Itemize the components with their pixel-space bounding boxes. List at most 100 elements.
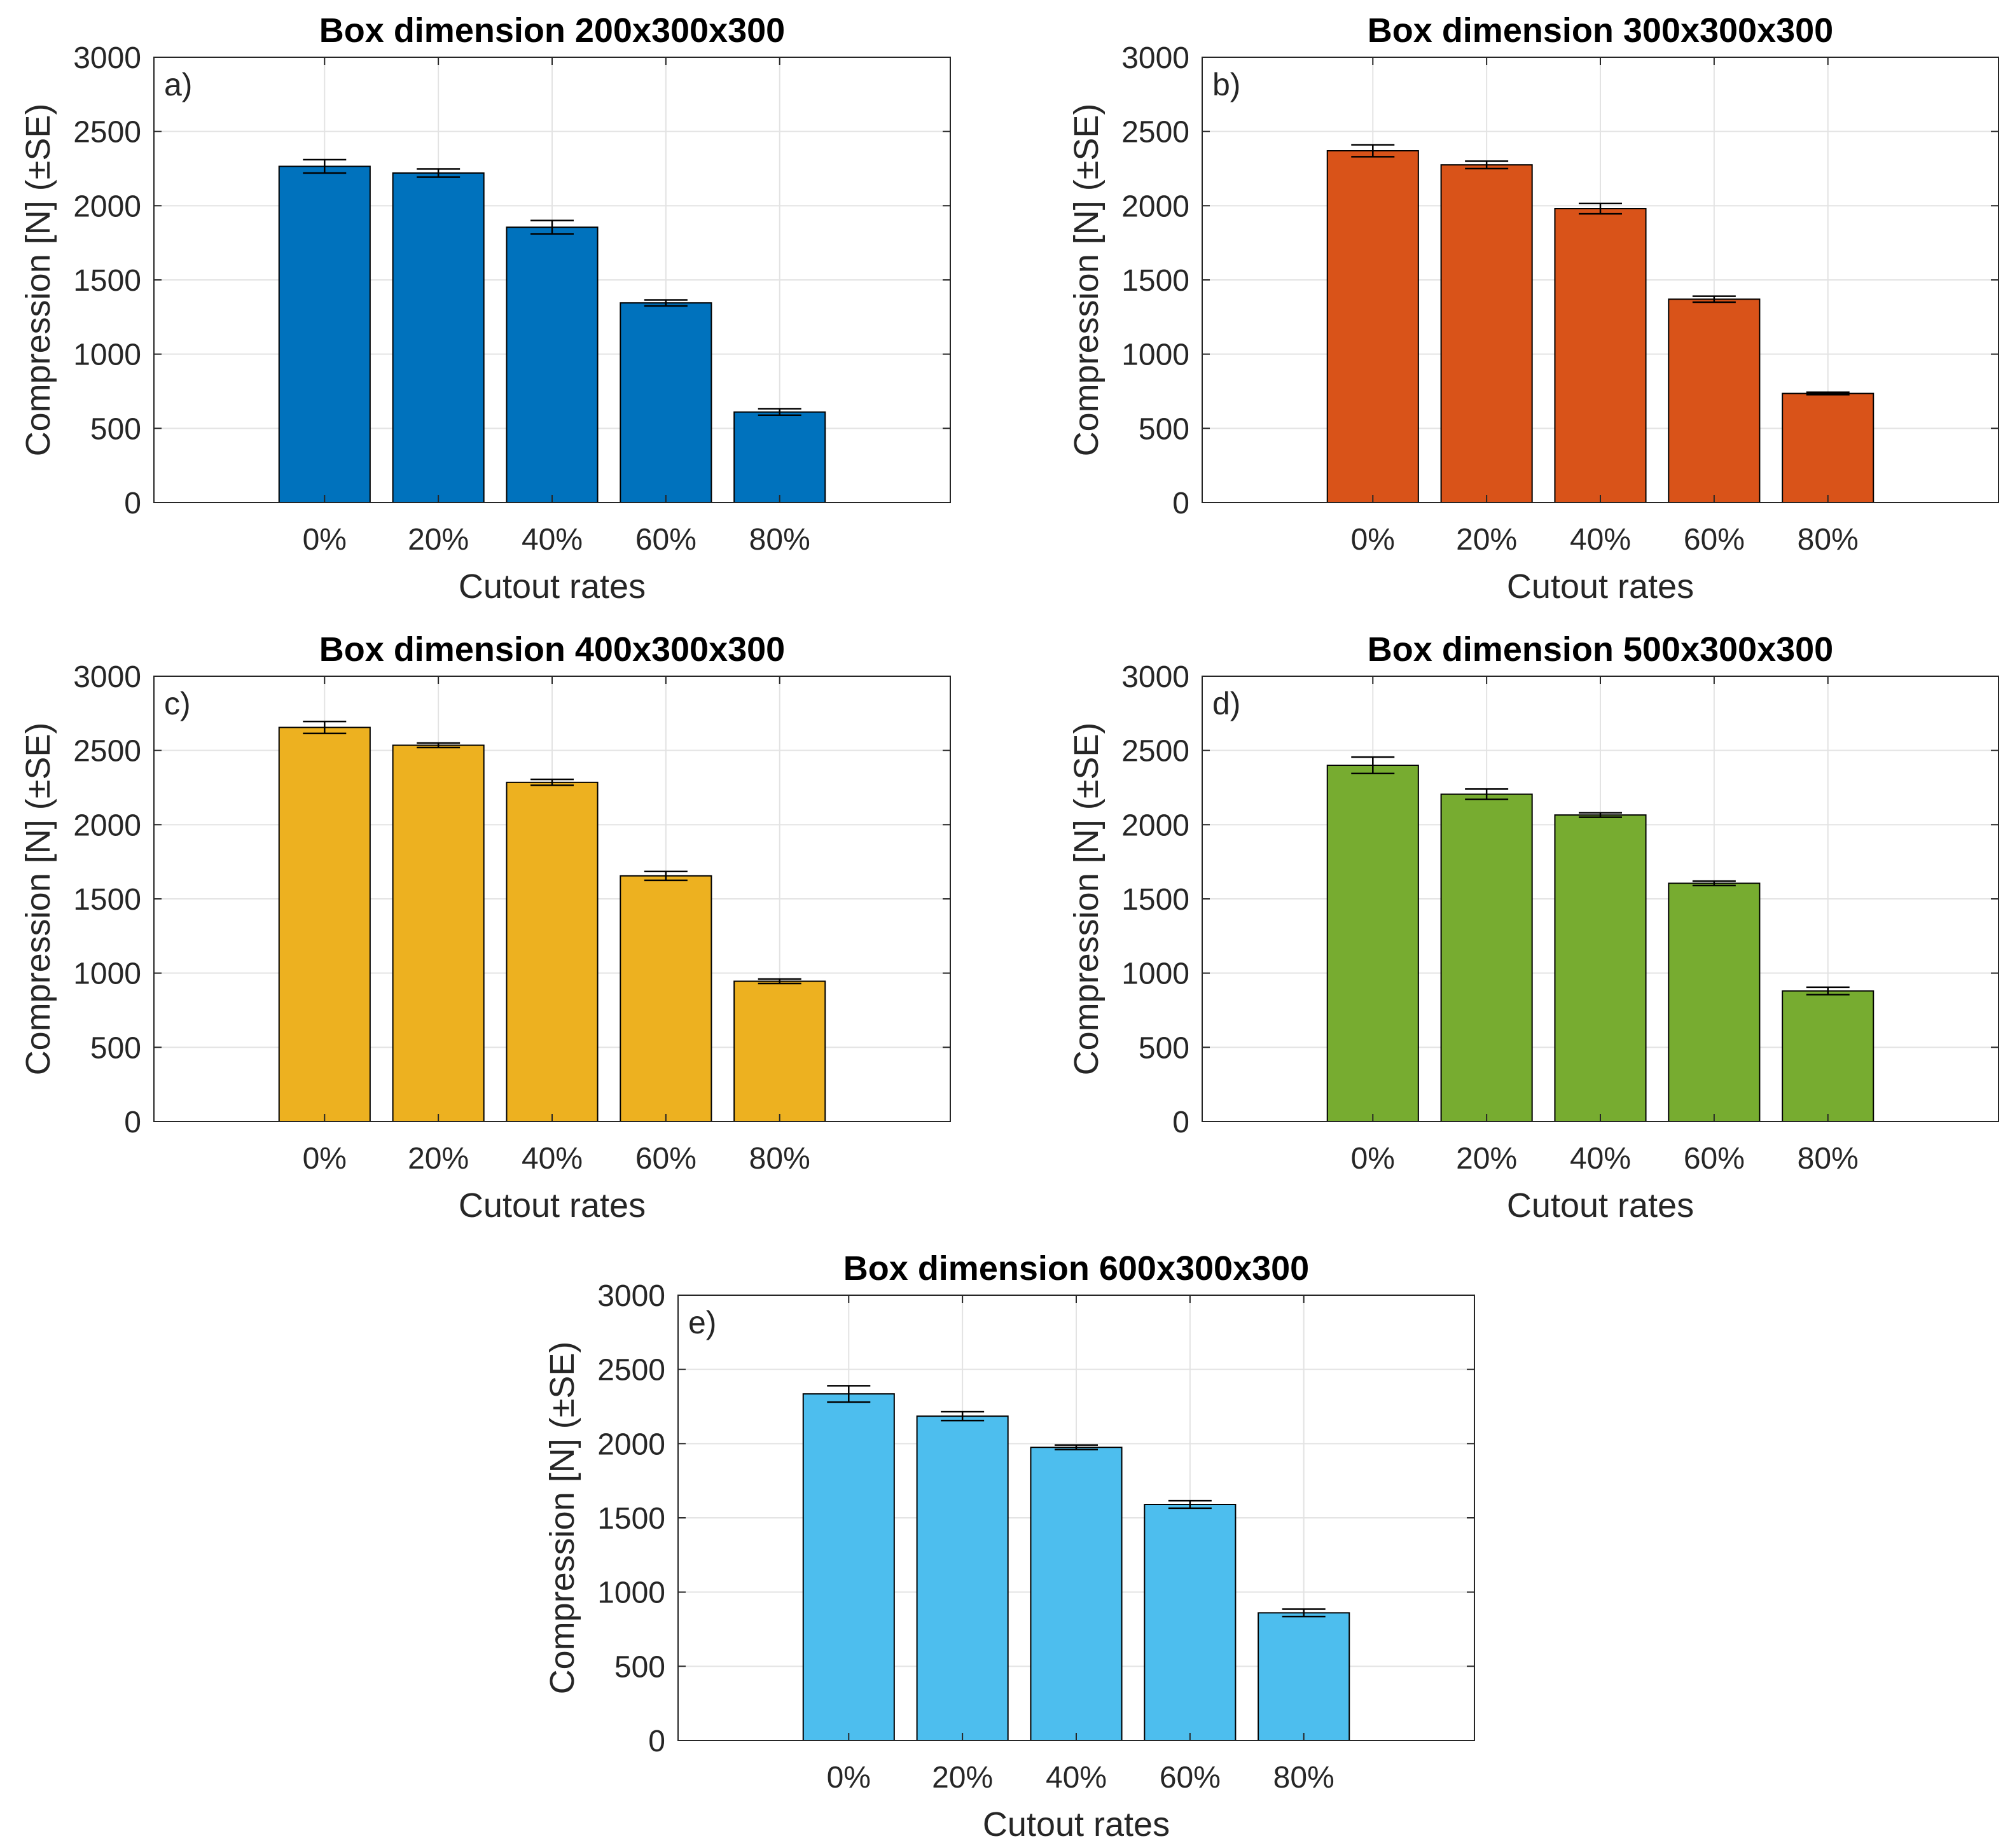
x-tick-label: 20%	[1456, 523, 1517, 557]
y-tick-label: 3000	[1121, 41, 1189, 75]
x-tick-label: 60%	[1684, 1142, 1745, 1176]
y-tick-label: 500	[1139, 412, 1189, 446]
x-axis-label: Cutout rates	[1507, 567, 1694, 606]
y-tick-label: 500	[90, 1031, 141, 1065]
bar-0pct	[278, 165, 371, 503]
y-tick-label: 2000	[1121, 190, 1189, 223]
bar-0pct	[1326, 765, 1419, 1122]
error-bar	[1168, 1499, 1212, 1510]
error-bar	[1465, 788, 1509, 800]
bar-60pct	[1668, 882, 1761, 1122]
y-tick-label: 1500	[1121, 264, 1189, 298]
y-tick-label: 2000	[597, 1428, 665, 1461]
y-tick-label: 1000	[1121, 957, 1189, 991]
y-tick-label: 0	[124, 1106, 141, 1139]
y-tick-label: 0	[648, 1725, 665, 1758]
bar-40pct	[1554, 814, 1647, 1122]
x-tick-label: 20%	[408, 1142, 469, 1176]
chart-panel-4: 0 500 1000 1500 2000 2500 3000 0% 20% 40% 60% 80% Bo…	[1067, 630, 1999, 1225]
error-bar	[303, 158, 347, 174]
bar-60pct	[620, 875, 712, 1123]
panel-label: a)	[164, 67, 192, 102]
x-tick-label: 0%	[303, 1142, 347, 1176]
y-tick-label: 2000	[73, 190, 141, 223]
x-tick-label: 20%	[408, 523, 469, 557]
x-tick-label: 40%	[1046, 1761, 1107, 1795]
bar-0pct	[1326, 150, 1419, 503]
error-bar	[417, 742, 461, 749]
error-bar	[1806, 986, 1850, 996]
bar-40pct	[506, 226, 599, 503]
bar-20pct	[392, 744, 485, 1122]
chart-title: Box dimension 400x300x300	[319, 630, 785, 669]
x-tick-label: 80%	[749, 523, 810, 557]
bar-40pct	[506, 781, 599, 1123]
x-axis-label: Cutout rates	[1507, 1186, 1694, 1225]
chart-title: Box dimension 600x300x300	[843, 1249, 1309, 1288]
y-tick-label: 500	[614, 1650, 665, 1684]
error-bar	[1282, 1608, 1326, 1618]
x-tick-label: 60%	[1684, 523, 1745, 557]
bar-0pct	[278, 726, 371, 1122]
error-bar	[758, 408, 801, 417]
error-bar	[1579, 812, 1622, 818]
x-tick-label: 80%	[749, 1142, 810, 1176]
x-tick-label: 40%	[1570, 1142, 1631, 1176]
y-tick-label: 2500	[73, 735, 141, 768]
x-tick-label: 20%	[932, 1761, 993, 1795]
bar-80pct	[1782, 990, 1875, 1122]
error-bar	[530, 778, 574, 786]
error-bar	[827, 1385, 871, 1403]
error-bar	[644, 299, 688, 307]
bar-40pct	[1554, 208, 1647, 503]
y-tick-label: 2500	[597, 1354, 665, 1387]
x-tick-label: 60%	[1160, 1761, 1221, 1795]
bar-20pct	[392, 172, 485, 503]
bar-20pct	[916, 1415, 1009, 1742]
x-tick-label: 60%	[635, 523, 697, 557]
x-tick-label: 0%	[827, 1761, 871, 1795]
x-tick-label: 40%	[522, 523, 583, 557]
y-axis-label: Compression [N] (±SE)	[1067, 104, 1106, 457]
error-bar	[1055, 1444, 1098, 1450]
chart-title: Box dimension 500x300x300	[1368, 630, 1833, 669]
chart-panel-1: 0 500 1000 1500 2000 2500 3000 0% 20% 40% 60% 80% Bo…	[19, 11, 951, 606]
bar-0pct	[802, 1393, 895, 1742]
error-bar	[1465, 160, 1509, 170]
y-tick-label: 0	[1172, 487, 1189, 520]
error-bar	[1806, 391, 1850, 396]
bar-40pct	[1030, 1447, 1123, 1742]
y-tick-label: 2500	[1121, 735, 1189, 768]
panel-label: b)	[1212, 67, 1240, 102]
y-tick-label: 1000	[73, 338, 141, 372]
x-tick-label: 0%	[1351, 523, 1395, 557]
x-tick-label: 0%	[303, 523, 347, 557]
y-tick-label: 3000	[1121, 660, 1189, 694]
bar-60pct	[620, 302, 712, 503]
y-axis-label: Compression [N] (±SE)	[19, 723, 57, 1076]
y-tick-label: 3000	[73, 41, 141, 75]
panel-label: c)	[164, 686, 191, 721]
y-tick-label: 1500	[1121, 883, 1189, 917]
error-bar	[1351, 144, 1395, 158]
x-tick-label: 80%	[1798, 1142, 1859, 1176]
error-bar	[941, 1410, 985, 1422]
bar-20pct	[1440, 164, 1533, 503]
x-tick-label: 80%	[1273, 1761, 1334, 1795]
chart-title: Box dimension 200x300x300	[319, 11, 785, 50]
y-tick-label: 2000	[1121, 809, 1189, 842]
y-tick-label: 1000	[1121, 338, 1189, 372]
y-tick-label: 1000	[73, 957, 141, 991]
chart-panel-5: 0 500 1000 1500 2000 2500 3000 0% 20% 40% 60% 80% Bo…	[543, 1249, 1475, 1844]
x-axis-label: Cutout rates	[459, 567, 646, 606]
y-tick-label: 500	[90, 412, 141, 446]
error-bar	[1692, 295, 1736, 303]
y-tick-label: 1500	[73, 264, 141, 298]
panel-label: e)	[688, 1305, 716, 1340]
bar-60pct	[1668, 298, 1761, 503]
bar-80pct	[733, 411, 826, 504]
y-tick-label: 3000	[73, 660, 141, 694]
y-tick-label: 1500	[73, 883, 141, 917]
error-bar	[758, 978, 801, 985]
